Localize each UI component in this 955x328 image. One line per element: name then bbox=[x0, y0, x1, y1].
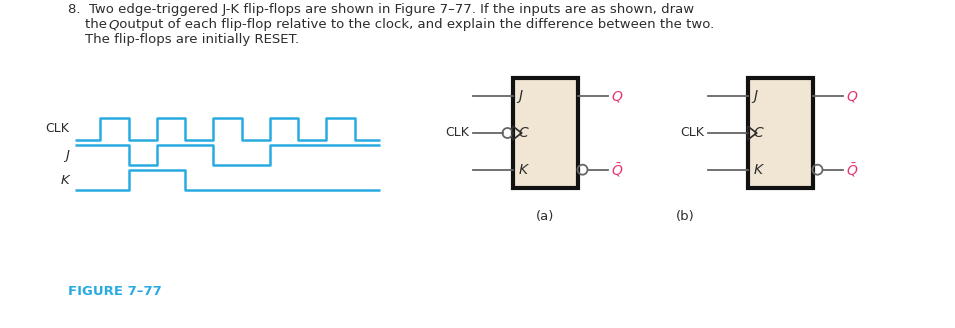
Text: (a): (a) bbox=[536, 210, 554, 223]
Text: K: K bbox=[753, 163, 763, 177]
Text: K: K bbox=[519, 163, 527, 177]
Text: C: C bbox=[519, 126, 528, 140]
Text: J: J bbox=[519, 89, 522, 103]
Text: output of each flip-flop relative to the clock, and explain the difference betwe: output of each flip-flop relative to the… bbox=[115, 18, 714, 31]
Text: (b): (b) bbox=[675, 210, 694, 223]
Text: CLK: CLK bbox=[45, 122, 69, 135]
Text: $\mathit{\bar{Q}}$: $\mathit{\bar{Q}}$ bbox=[610, 161, 623, 178]
Bar bbox=[748, 78, 813, 188]
Text: Q: Q bbox=[108, 18, 118, 31]
Text: K: K bbox=[60, 174, 69, 187]
Text: the: the bbox=[68, 18, 111, 31]
Text: The flip-flops are initially RESET.: The flip-flops are initially RESET. bbox=[68, 33, 299, 46]
Text: FIGURE 7–77: FIGURE 7–77 bbox=[68, 285, 161, 298]
Bar bbox=[513, 78, 578, 188]
Text: $\mathit{Q}$: $\mathit{Q}$ bbox=[845, 89, 858, 104]
Text: CLK: CLK bbox=[681, 127, 705, 139]
Text: $\mathit{\bar{Q}}$: $\mathit{\bar{Q}}$ bbox=[845, 161, 858, 178]
Text: J: J bbox=[753, 89, 757, 103]
Text: C: C bbox=[753, 126, 763, 140]
Text: CLK: CLK bbox=[446, 127, 470, 139]
Text: $\mathit{Q}$: $\mathit{Q}$ bbox=[610, 89, 623, 104]
Text: J: J bbox=[65, 149, 69, 161]
Text: 8.  Two edge-triggered J-K flip-flops are shown in Figure 7–77. If the inputs ar: 8. Two edge-triggered J-K flip-flops are… bbox=[68, 3, 694, 16]
